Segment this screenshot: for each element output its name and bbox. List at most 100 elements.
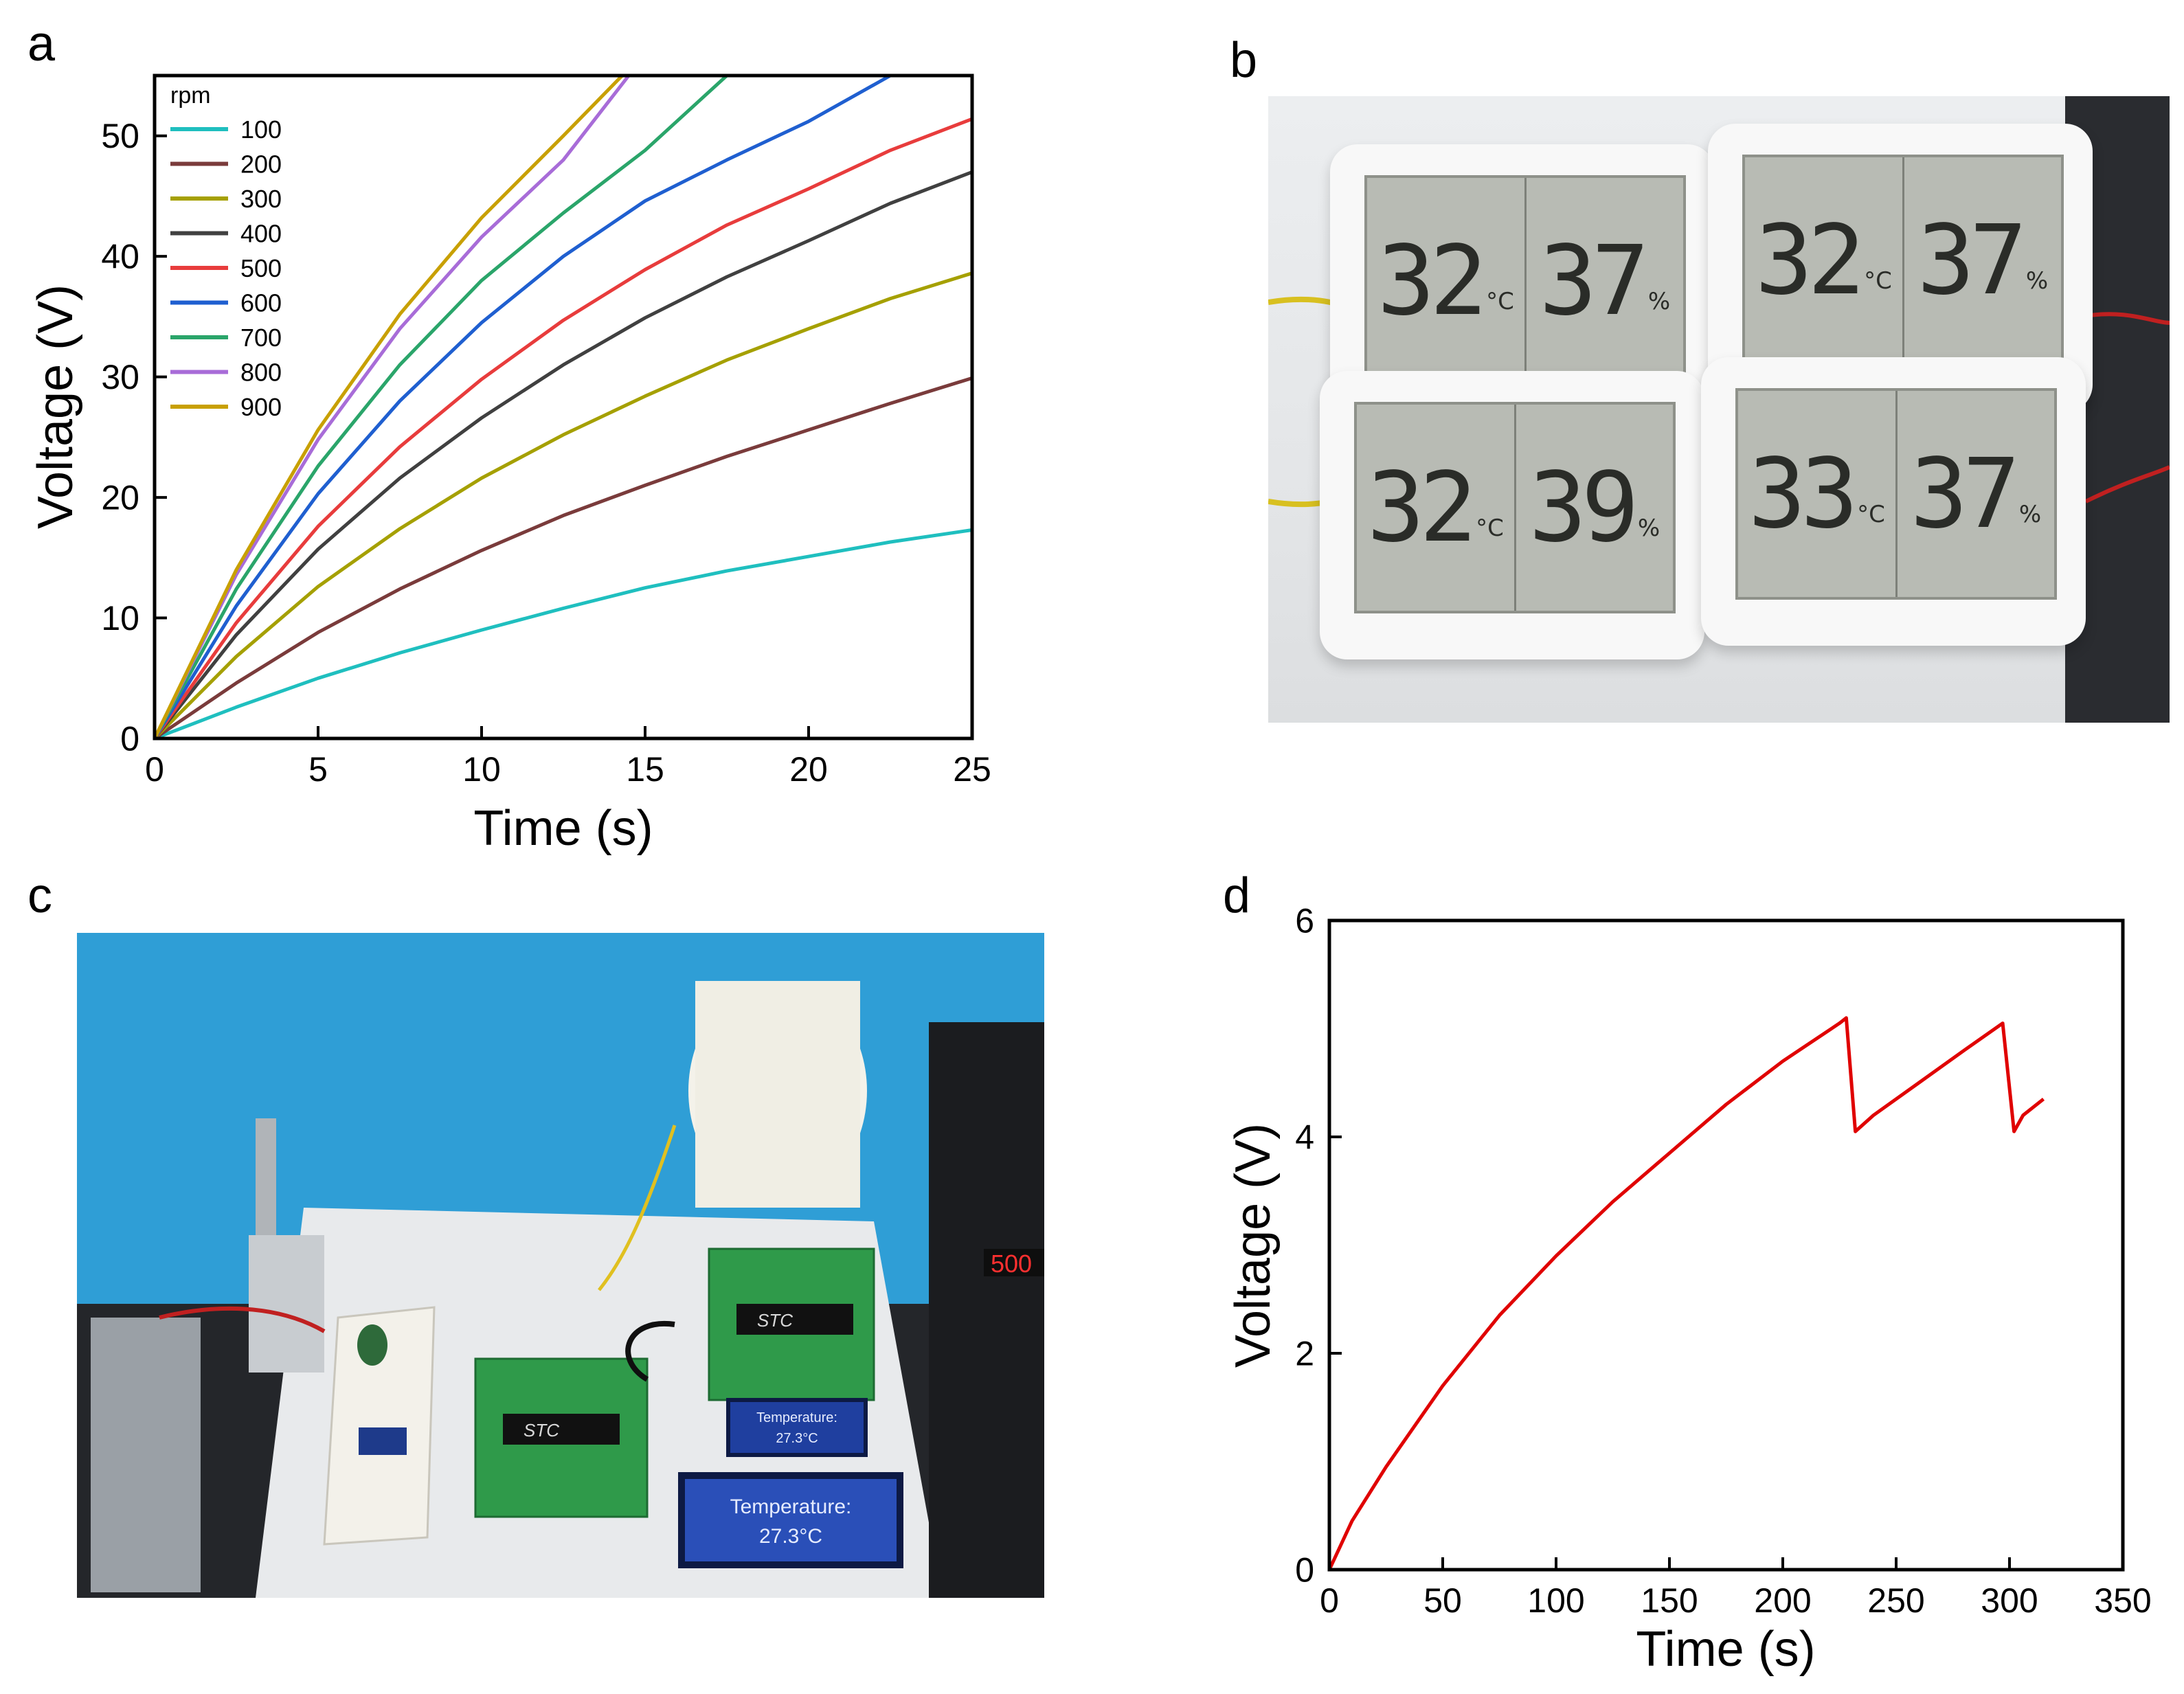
lcd-small-line1: Temperature: bbox=[756, 1410, 837, 1425]
motor-controller bbox=[929, 1022, 1044, 1598]
chart-a-series-group bbox=[153, 74, 973, 741]
chart-a-y-axis-label: Voltage (V) bbox=[28, 284, 83, 529]
lcd-large-line1: Temperature: bbox=[730, 1495, 852, 1518]
chart-a-rpm-voltage: 0 5 10 15 20 25 0 10 20 30 40 50 rpm 100 200 300 400 500… bbox=[28, 74, 991, 856]
legend-label: 400 bbox=[240, 220, 282, 248]
x-tick-label: 150 bbox=[1641, 1581, 1698, 1620]
panel-letter-c: c bbox=[27, 868, 52, 923]
sensor-module bbox=[359, 1427, 407, 1455]
y-tick-label: 2 bbox=[1295, 1335, 1314, 1373]
series-line-300 bbox=[153, 271, 973, 740]
humidity-reading-unit: % bbox=[2025, 267, 2049, 295]
mcu-chip-right-label: STC bbox=[757, 1310, 793, 1331]
capacitor bbox=[357, 1324, 387, 1366]
lcd-small-line2: 27.3°C bbox=[776, 1431, 818, 1446]
lcd-small bbox=[726, 1398, 868, 1457]
humidity-reading-unit: % bbox=[2018, 501, 2042, 528]
humidity-reading: 37 bbox=[1539, 225, 1650, 337]
legend-label: 900 bbox=[240, 393, 282, 421]
humidity-reading-unit: % bbox=[1647, 288, 1671, 315]
motor-display bbox=[984, 1249, 1044, 1276]
left-stage bbox=[91, 1318, 201, 1592]
rotor-drum-body bbox=[695, 981, 860, 1208]
series-line-100 bbox=[154, 528, 973, 741]
y-tick-label: 30 bbox=[101, 358, 139, 396]
series-line-200 bbox=[153, 376, 973, 741]
temperature-reading-unit: °C bbox=[1864, 267, 1892, 295]
mcu-chip-left-label: STC bbox=[524, 1420, 559, 1441]
hygrometer: 33 °C 37% bbox=[1701, 357, 2086, 646]
chart-a-frame bbox=[153, 74, 974, 741]
temperature-reading-unit: °C bbox=[1486, 288, 1514, 315]
photo-c-circuit-setup: 500 STC STC Temperature: 27.3°C Temperat… bbox=[77, 933, 1044, 1598]
photo-b-hygrometers: 32 °C 37% 32 °C 37% 32 °C 39% 33 °C 37% bbox=[1268, 96, 2170, 723]
chart-a-legend: rpm 100 200 300 400 500 600 700 800 900 bbox=[170, 82, 282, 421]
y-tick-label: 0 bbox=[120, 720, 139, 758]
humidity-reading-unit: % bbox=[1637, 515, 1660, 542]
chart-a-x-axis-label: Time (s) bbox=[473, 801, 653, 856]
series-line-500 bbox=[153, 117, 973, 740]
x-tick-label: 20 bbox=[789, 750, 828, 789]
x-tick-label: 15 bbox=[626, 750, 664, 789]
series-line-400 bbox=[153, 170, 973, 740]
hygrometer: 32 °C 39% bbox=[1320, 371, 1704, 659]
series-line-600 bbox=[153, 74, 892, 740]
chart-d-x-axis-label: Time (s) bbox=[1636, 1622, 1815, 1677]
series-line-700 bbox=[153, 74, 728, 740]
legend-label: 100 bbox=[240, 115, 282, 144]
panel-letter-a: a bbox=[27, 16, 56, 71]
legend-label: 300 bbox=[240, 185, 282, 213]
temperature-reading: 32 bbox=[1755, 204, 1866, 317]
humidity-reading: 37 bbox=[1910, 438, 2020, 550]
red-wire bbox=[2084, 465, 2170, 504]
legend-label: 500 bbox=[240, 254, 282, 282]
series-line-900 bbox=[153, 74, 624, 740]
chart-d-y-axis-label: Voltage (V) bbox=[1226, 1123, 1281, 1368]
x-tick-label: 350 bbox=[2094, 1581, 2151, 1620]
x-tick-label: 0 bbox=[1320, 1581, 1339, 1620]
series-line-800 bbox=[153, 74, 631, 740]
x-tick-label: 200 bbox=[1754, 1581, 1811, 1620]
breadboard bbox=[323, 1306, 436, 1546]
legend-title: rpm bbox=[170, 82, 211, 109]
yellow-wire bbox=[598, 1125, 677, 1291]
red-wire bbox=[159, 1306, 326, 1333]
humidity-reading: 37 bbox=[1917, 204, 2027, 317]
x-tick-label: 250 bbox=[1867, 1581, 1924, 1620]
temperature-reading: 32 bbox=[1377, 225, 1488, 337]
y-tick-label: 40 bbox=[101, 238, 139, 276]
x-tick-label: 5 bbox=[308, 750, 328, 789]
temperature-reading: 33 bbox=[1748, 438, 1859, 550]
lcd-large bbox=[678, 1472, 903, 1568]
legend-label: 700 bbox=[240, 324, 282, 352]
stage-holder bbox=[249, 1235, 324, 1373]
panel-letter-d: d bbox=[1223, 868, 1251, 923]
y-tick-label: 10 bbox=[101, 599, 139, 637]
legend-label: 800 bbox=[240, 359, 282, 387]
mcu-chip-right bbox=[736, 1304, 853, 1335]
y-tick-label: 0 bbox=[1295, 1551, 1314, 1590]
panel-letter-b: b bbox=[1230, 33, 1258, 88]
y-tick-label: 20 bbox=[101, 479, 139, 517]
chart-d-charging-curve: 0 50 100 150 200 250 300 350 0 2 4 6 Time (s) Volta… bbox=[1226, 902, 2152, 1678]
x-tick-label: 300 bbox=[1981, 1581, 2038, 1620]
mcu-chip-left bbox=[503, 1414, 620, 1445]
micrometer bbox=[256, 1118, 276, 1242]
humidity-reading: 39 bbox=[1529, 451, 1639, 564]
hygrometer-screen: 32 °C 37% bbox=[1364, 175, 1686, 387]
x-tick-label: 0 bbox=[145, 750, 164, 789]
hygrometer-screen: 33 °C 37% bbox=[1735, 388, 2057, 600]
x-tick-label: 10 bbox=[462, 750, 501, 789]
hygrometer-screen: 32 °C 39% bbox=[1354, 402, 1676, 613]
x-tick-label: 25 bbox=[953, 750, 991, 789]
red-wire bbox=[2085, 312, 2170, 325]
y-tick-label: 6 bbox=[1295, 902, 1314, 940]
x-tick-label: 100 bbox=[1527, 1581, 1584, 1620]
hygrometer-screen: 32 °C 37% bbox=[1742, 155, 2064, 366]
usb-cable bbox=[625, 1320, 675, 1382]
y-tick-label: 4 bbox=[1295, 1118, 1314, 1157]
series-line-0 bbox=[1327, 1016, 2045, 1571]
lcd-large-line2: 27.3°C bbox=[759, 1525, 822, 1548]
temperature-reading: 32 bbox=[1366, 451, 1478, 564]
legend-label: 200 bbox=[240, 150, 282, 179]
